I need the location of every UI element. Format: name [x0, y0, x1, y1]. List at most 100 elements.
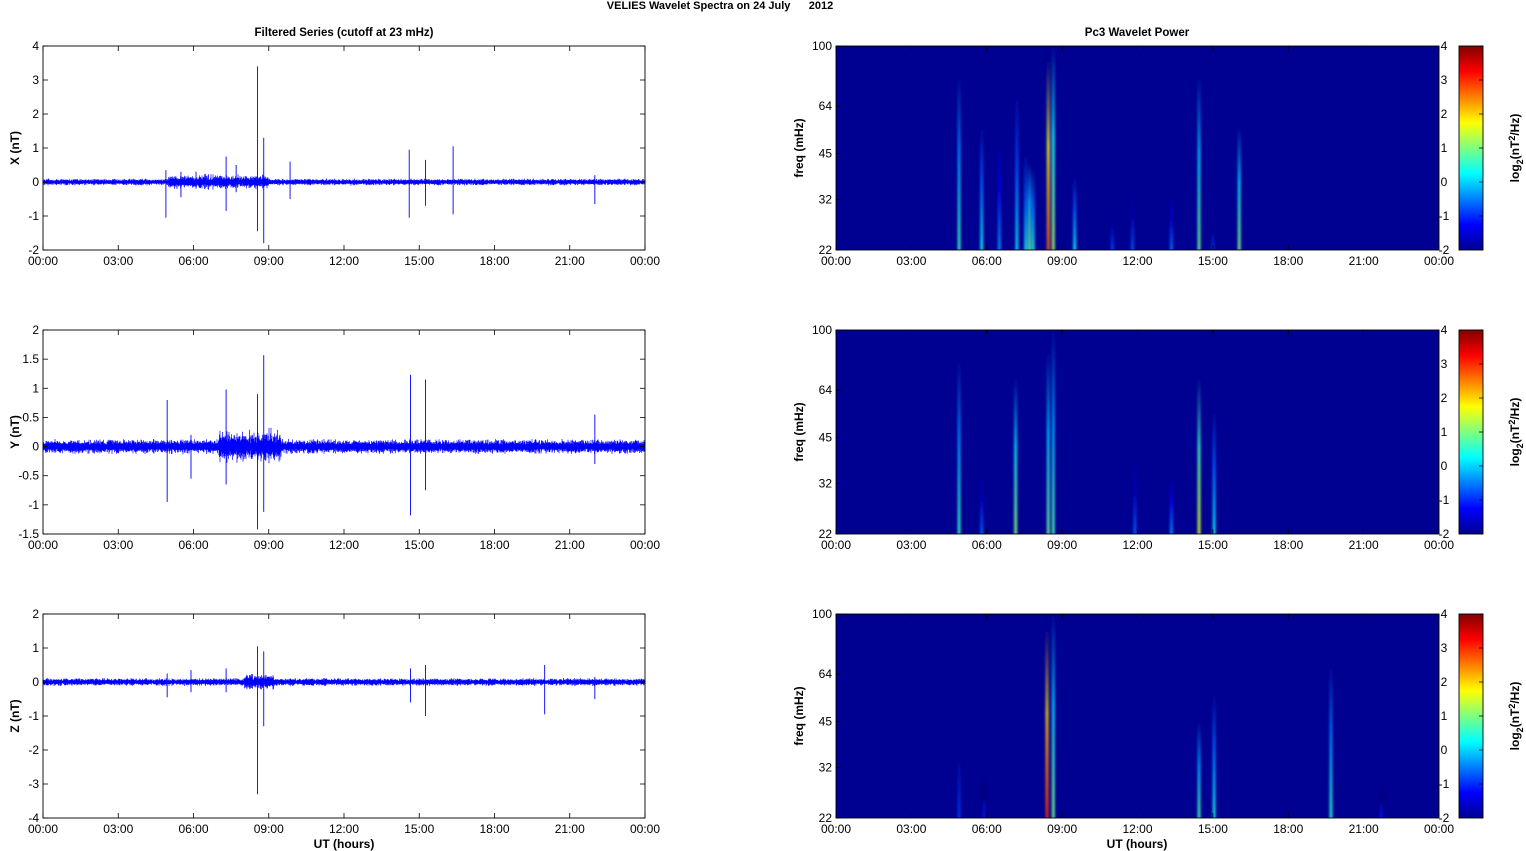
wavelet-x-streak-6	[1031, 169, 1035, 250]
wavelet-z-xtick-label: 12:00	[1122, 822, 1152, 836]
wavelet-x-colorbar-tick-label: 2	[1441, 107, 1448, 121]
wavelet-z-colorbar-label: log2(nT2/Hz)	[1507, 682, 1525, 751]
series-x-ytick-label: -2	[28, 243, 39, 257]
wavelet-z-xtick-label: 06:00	[972, 822, 1002, 836]
wavelet-y-streak-5	[1133, 460, 1137, 534]
wavelet-x-streak-13	[1197, 76, 1201, 250]
wavelet-x-xtick-label: 06:00	[972, 254, 1002, 268]
wavelet-z-colorbar-tick-label: 4	[1441, 607, 1448, 621]
series-z-xtick-label: 21:00	[555, 822, 585, 836]
series-y-ylabel: Y (nT)	[8, 415, 22, 449]
wavelet-z-streak-3	[1052, 614, 1055, 818]
wavelet-x-ytick-label: 22	[819, 243, 833, 257]
x-axis-label-right: UT (hours)	[1107, 837, 1168, 851]
wavelet-z-heatmap-bg	[836, 614, 1439, 818]
series-z-ytick-label: 1	[32, 641, 39, 655]
wavelet-x-streak-4	[1024, 153, 1027, 250]
wavelet-x-colorbar-tick-label: 0	[1441, 175, 1448, 189]
wavelet-z-streak-2	[1045, 628, 1049, 818]
wavelet-z-streak-5	[1212, 694, 1216, 818]
wavelet-y-ytick-label: 32	[819, 477, 833, 491]
series-x-xtick-label: 00:00	[630, 254, 660, 268]
wavelet-y-streak-0	[957, 360, 961, 534]
wavelet-y-streak-3	[1047, 351, 1050, 534]
series-z-ytick-label: 0	[32, 675, 39, 689]
series-z-xtick-label: 15:00	[404, 822, 434, 836]
series-y-ytick-label: -1.5	[18, 527, 39, 541]
wavelet-y-ytick-label: 22	[819, 527, 833, 541]
series-y-xtick-label: 06:00	[178, 538, 208, 552]
series-y-ytick-label: 2	[32, 323, 39, 337]
figure-title: VELIES Wavelet Spectra on 24 July 2012	[607, 0, 833, 12]
series-x-ytick-label: 4	[32, 39, 39, 53]
series-z-xtick-label: 00:00	[630, 822, 660, 836]
series-x-xtick-label: 18:00	[479, 254, 509, 268]
wavelet-y-colorbar-tick-label: 4	[1441, 323, 1448, 337]
wavelet-x-streak-8	[1052, 46, 1055, 250]
series-x-xtick-label: 21:00	[555, 254, 585, 268]
wavelet-x-colorbar-tick-label: 4	[1441, 39, 1448, 53]
series-z-xtick-label: 09:00	[254, 822, 284, 836]
wavelet-x-ytick-label: 32	[819, 193, 833, 207]
wavelet-z-xtick-label: 18:00	[1273, 822, 1303, 836]
wavelet-x-heatmap-bg	[836, 46, 1439, 250]
wavelet-z-colorbar-tick-label: -2	[1439, 811, 1450, 825]
series-z-ytick-label: -1	[28, 709, 39, 723]
wavelet-y-colorbar-tick-label: -2	[1439, 527, 1450, 541]
wavelet-y-streak-7	[1197, 378, 1201, 534]
wavelet-x-colorbar-tick-label: -2	[1439, 243, 1450, 257]
wavelet-x-ylabel: freq (mHz)	[792, 118, 806, 177]
wavelet-x-streak-11	[1131, 191, 1134, 250]
wavelet-x-streak-3	[1015, 94, 1019, 251]
series-x-plot-area	[43, 46, 645, 250]
series-x-ytick-label: 1	[32, 141, 39, 155]
wavelet-y-streak-8	[1212, 410, 1216, 534]
wavelet-z-ytick-label: 100	[812, 607, 832, 621]
wavelet-y-streak-1	[980, 471, 984, 534]
wavelet-y-ytick-label: 45	[819, 431, 833, 445]
wavelet-z-colorbar-tick-label: 0	[1441, 743, 1448, 757]
series-x-xtick-label: 12:00	[329, 254, 359, 268]
wavelet-x-colorbar-tick-label: 1	[1441, 141, 1448, 155]
wavelet-z-streak-1	[982, 776, 986, 818]
series-x-ytick-label: -1	[28, 209, 39, 223]
wavelet-z-heatmap-streaks	[957, 614, 1383, 818]
series-y-trace	[42, 355, 646, 530]
wavelet-z-streak-7	[1379, 785, 1383, 818]
wavelet-x-xtick-label: 18:00	[1273, 254, 1303, 268]
series-y-plot-area	[43, 330, 645, 534]
series-z-xtick-label: 12:00	[329, 822, 359, 836]
wavelet-x-streak-5	[1028, 162, 1031, 250]
series-y-xtick-label: 12:00	[329, 538, 359, 552]
wavelet-y-heatmap-bg	[836, 330, 1439, 534]
series-x-xtick-label: 15:00	[404, 254, 434, 268]
wavelet-z-ylabel: freq (mHz)	[792, 686, 806, 745]
series-y-ytick-label: -0.5	[18, 469, 39, 483]
series-y-xtick-label: 00:00	[630, 538, 660, 552]
wavelet-x-xtick-label: 09:00	[1047, 254, 1077, 268]
wavelet-y-ytick-label: 100	[812, 323, 832, 337]
wavelet-y-colorbar-tick-label: 2	[1441, 391, 1448, 405]
wavelet-z-xtick-label: 00:00	[1424, 822, 1454, 836]
series-z-ytick-label: -2	[28, 743, 39, 757]
wavelet-z-xtick-label: 21:00	[1349, 822, 1379, 836]
series-z-trace	[42, 646, 646, 795]
wavelet-y-xtick-label: 18:00	[1273, 538, 1303, 552]
wavelet-z-ytick-label: 22	[819, 811, 833, 825]
wavelet-y-xtick-label: 00:00	[1424, 538, 1454, 552]
wavelet-x-colorbar-label: log2(nT2/Hz)	[1507, 114, 1525, 183]
wavelet-x-streak-14	[1211, 217, 1215, 250]
wavelet-z-colorbar-tick-label: 1	[1441, 709, 1448, 723]
wavelet-x-xtick-label: 12:00	[1122, 254, 1152, 268]
wavelet-x-xtick-label: 21:00	[1349, 254, 1379, 268]
wavelet-y-streak-2	[1014, 378, 1017, 534]
wavelet-x-ytick-label: 100	[812, 39, 832, 53]
series-z-xtick-label: 00:00	[28, 822, 58, 836]
series-z-plot-area	[43, 614, 645, 818]
wavelet-y-colorbar-label: log2(nT2/Hz)	[1507, 398, 1525, 467]
wavelet-y-xtick-label: 00:00	[821, 538, 851, 552]
series-y-ytick-label: 0.5	[22, 410, 39, 424]
wavelet-z-xtick-label: 09:00	[1047, 822, 1077, 836]
wavelet-x-xtick-label: 15:00	[1198, 254, 1228, 268]
wavelet-y-xtick-label: 15:00	[1198, 538, 1228, 552]
